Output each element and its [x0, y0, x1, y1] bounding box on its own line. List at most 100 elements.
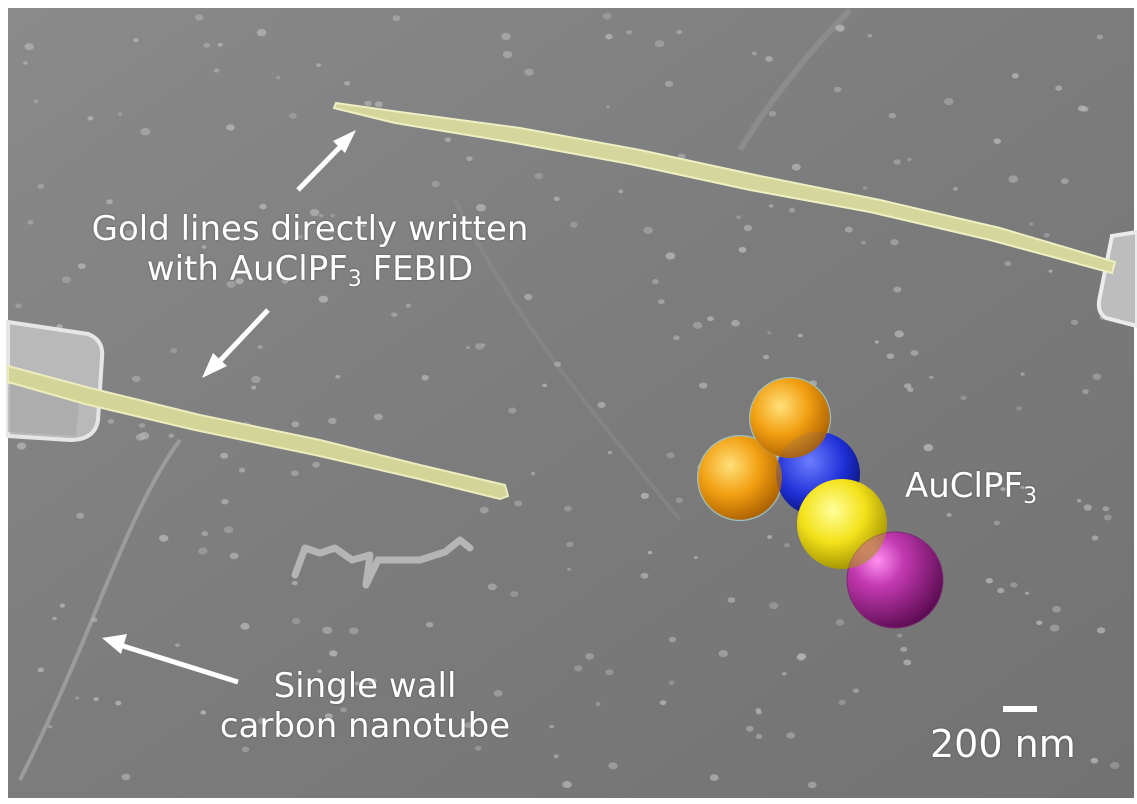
- surface-particle: [221, 499, 229, 505]
- surface-particle: [444, 137, 451, 143]
- surface-particle: [767, 535, 773, 539]
- surface-particle: [61, 276, 71, 284]
- surface-particle: [791, 163, 801, 171]
- nanotube-annotation: Single wall carbon nanotube: [180, 666, 550, 746]
- surface-particle: [185, 257, 192, 263]
- surface-particle: [475, 343, 484, 350]
- surface-particle: [903, 659, 912, 666]
- surface-particle: [767, 331, 772, 335]
- surface-particle: [138, 423, 146, 428]
- surface-particle: [1096, 627, 1106, 634]
- surface-particle: [481, 343, 486, 347]
- surface-particle: [502, 51, 513, 59]
- surface-particle: [756, 710, 762, 715]
- molecule-formula-prefix: AuClPF: [905, 466, 1024, 506]
- nanotube-line2: carbon nanotube: [219, 706, 511, 746]
- surface-particle: [340, 707, 347, 713]
- surface-particle: [175, 643, 180, 647]
- surface-particle: [288, 112, 297, 119]
- surface-particle: [27, 220, 34, 225]
- surface-particle: [250, 385, 257, 390]
- surface-particle: [769, 602, 779, 610]
- surface-particle: [1020, 372, 1025, 376]
- surface-particle: [106, 199, 113, 205]
- surface-particle: [993, 520, 1001, 526]
- surface-particle: [354, 681, 361, 686]
- surface-particle: [731, 319, 740, 327]
- surface-particle: [668, 680, 675, 685]
- surface-particle: [797, 333, 803, 338]
- surface-particle: [226, 124, 235, 131]
- surface-particle: [907, 387, 914, 393]
- surface-particle: [751, 51, 758, 56]
- surface-particle: [900, 646, 908, 652]
- surface-particle: [1020, 486, 1025, 489]
- surface-particle: [676, 29, 683, 35]
- surface-particle: [335, 375, 341, 379]
- surface-particle: [76, 512, 85, 519]
- surface-particle: [318, 214, 324, 218]
- gold-lines-line2: with AuClPF3 FEBID: [40, 249, 580, 291]
- surface-particle: [344, 81, 351, 86]
- surface-particle: [298, 235, 303, 239]
- surface-particle: [291, 580, 298, 586]
- surface-particle: [291, 421, 300, 428]
- surface-particle: [566, 541, 574, 548]
- nanotube-top-streak: [737, 7, 853, 152]
- surface-particle: [203, 42, 211, 48]
- surface-particle: [554, 361, 561, 367]
- surface-particle: [1090, 757, 1099, 764]
- surface-particle: [923, 444, 934, 452]
- surface-particle: [1016, 406, 1022, 411]
- surface-particle: [755, 734, 763, 739]
- surface-particle: [768, 110, 777, 117]
- surface-particle: [328, 417, 337, 425]
- surface-particle: [673, 335, 680, 341]
- surface-particle: [570, 221, 578, 228]
- surface-particle: [93, 697, 99, 702]
- surface-particle: [508, 407, 517, 414]
- surface-particle: [1077, 105, 1086, 112]
- surface-particle: [746, 725, 754, 732]
- surface-particle: [125, 229, 135, 237]
- surface-particle: [135, 433, 146, 441]
- surface-particle: [317, 669, 322, 673]
- surface-particle: [718, 650, 728, 658]
- surface-particle: [487, 583, 497, 591]
- surface-particle: [1011, 73, 1019, 79]
- surface-particle: [330, 214, 335, 218]
- surface-particle: [322, 626, 333, 634]
- surface-particle: [1096, 34, 1104, 40]
- surface-particle: [1052, 605, 1061, 613]
- surface-particle: [373, 413, 383, 421]
- surface-particle: [391, 312, 398, 318]
- surface-particle: [1076, 499, 1082, 503]
- surface-particle: [907, 157, 912, 162]
- surface-particle: [226, 280, 236, 288]
- surface-particle: [220, 452, 229, 459]
- surface-particle: [239, 467, 246, 473]
- surface-particle: [605, 669, 614, 676]
- surface-particle: [318, 295, 329, 303]
- surface-particle: [464, 722, 472, 728]
- surface-particle: [24, 43, 34, 51]
- surface-particle: [640, 492, 649, 499]
- surface-particle: [643, 226, 653, 234]
- surface-particle: [194, 14, 204, 21]
- surface-particle: [312, 461, 320, 468]
- surface-particle: [664, 80, 674, 87]
- surface-particle: [1043, 233, 1050, 238]
- arrow-icon: [202, 308, 270, 378]
- surface-particle: [904, 383, 912, 389]
- surface-particle: [200, 710, 207, 715]
- surface-particle: [1008, 175, 1019, 183]
- surface-particle: [692, 321, 703, 329]
- molecule-formula-sub: 3: [1023, 484, 1038, 509]
- surface-particle: [241, 746, 250, 753]
- surface-particle: [75, 696, 80, 700]
- surface-particle: [626, 30, 633, 35]
- nanotube-line1: Single wall: [273, 666, 457, 706]
- surface-particle: [946, 512, 952, 517]
- gold-lines-annotation: Gold lines directly written with AuClPF3…: [40, 209, 580, 291]
- surface-particle: [833, 86, 842, 93]
